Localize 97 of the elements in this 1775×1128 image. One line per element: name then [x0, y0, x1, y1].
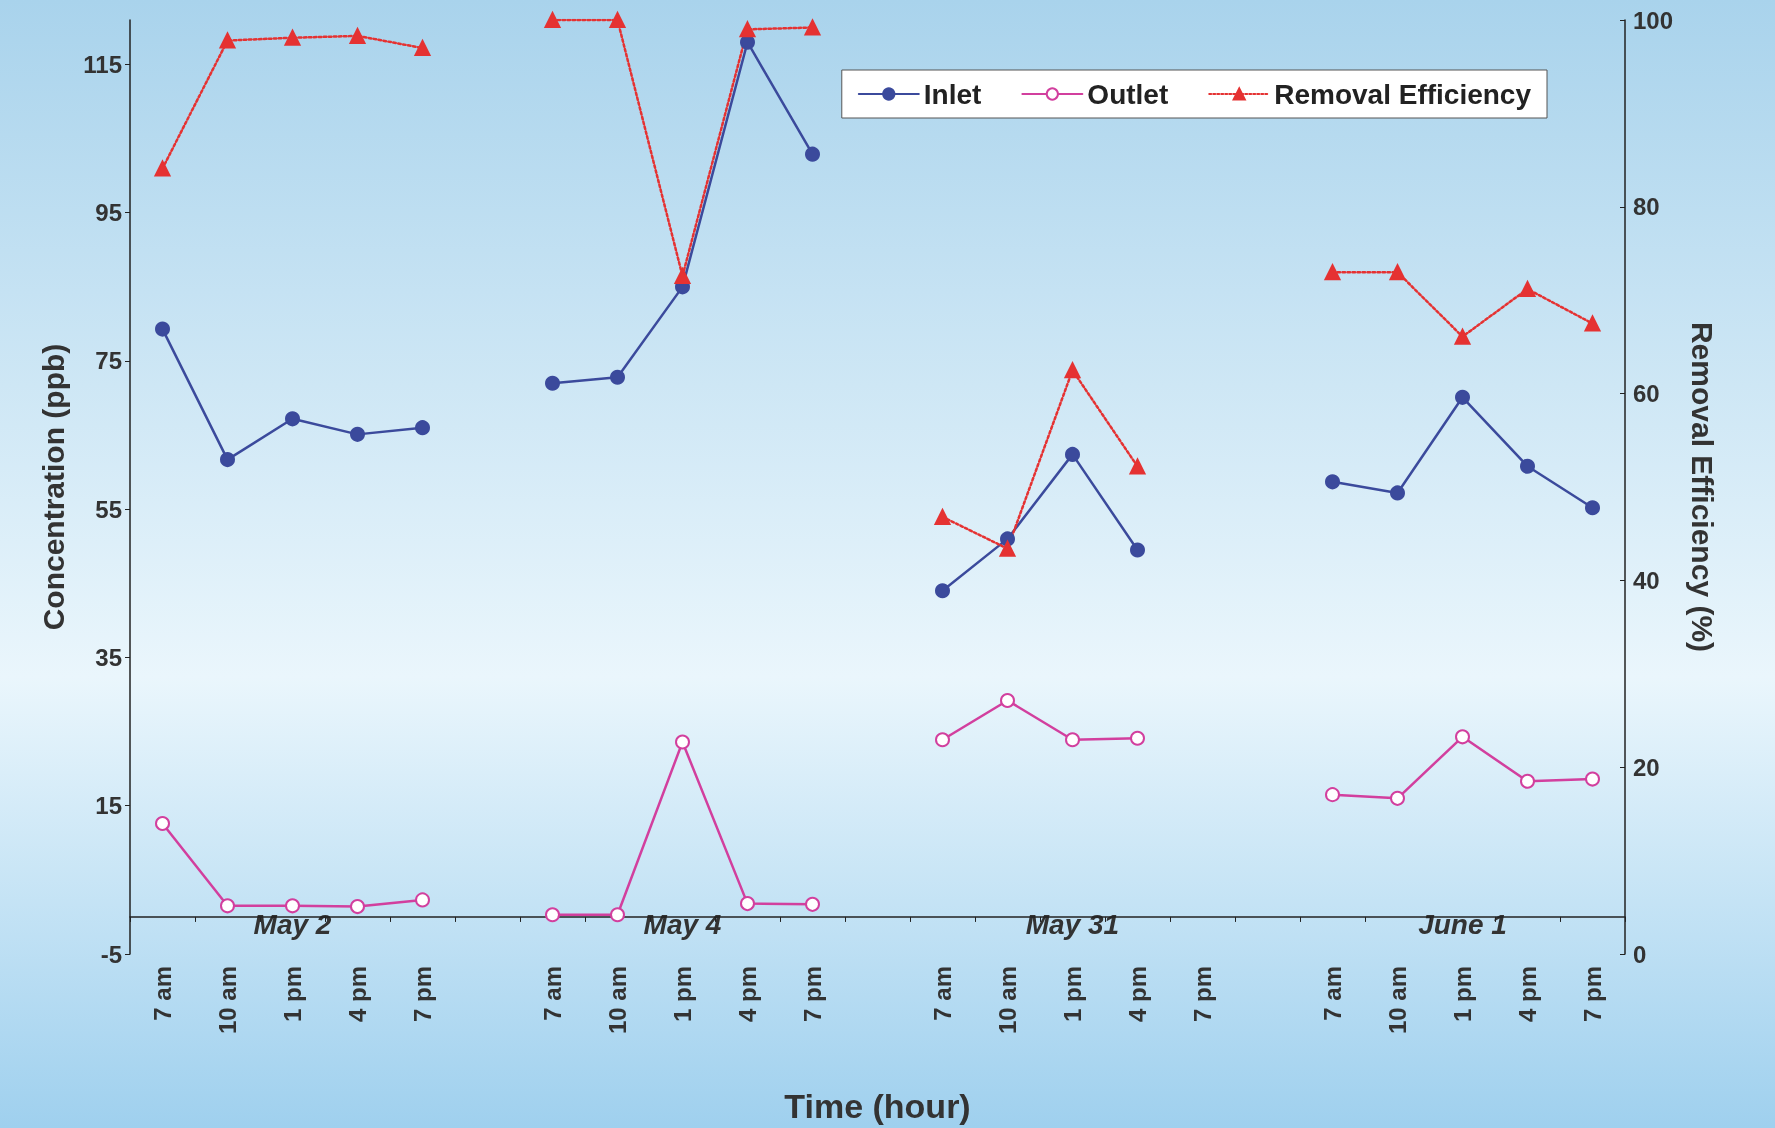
point	[1389, 264, 1406, 281]
legend-label: Removal Efficiency	[1274, 78, 1532, 110]
x-tick-label: 7 am	[1319, 966, 1346, 1021]
x-tick-label: 4 pm	[1124, 966, 1151, 1023]
point	[285, 898, 300, 914]
point	[935, 583, 950, 599]
x-tick-label: 7 pm	[1189, 966, 1216, 1023]
y2-tick-label: 60	[1633, 380, 1660, 408]
x-tick-label: 4 pm	[734, 966, 761, 1023]
point	[674, 267, 691, 284]
y2-tick-label: 80	[1633, 193, 1660, 221]
point	[1129, 458, 1146, 475]
y2-tick-label: 20	[1633, 753, 1660, 781]
point	[1064, 362, 1081, 379]
x-tick-label: 4 pm	[1514, 966, 1541, 1023]
point	[1390, 790, 1405, 806]
point	[220, 898, 235, 914]
x-tick-label: 1 pm	[1449, 966, 1476, 1023]
point	[740, 896, 755, 912]
point	[1065, 732, 1080, 748]
point	[284, 29, 301, 46]
y-tick-label: 55	[95, 495, 122, 523]
point	[1130, 730, 1145, 746]
x-tick-label: 10 am	[214, 966, 241, 1035]
x-tick-label: 7 pm	[1579, 966, 1606, 1023]
point	[285, 411, 300, 427]
annotation: May 31	[1025, 908, 1120, 940]
point	[1000, 692, 1015, 708]
x-tick-label: 7 pm	[409, 966, 436, 1023]
legend-label: Inlet	[923, 78, 982, 110]
point	[1584, 315, 1601, 332]
y2-axis-title: Removal Efficiency (%)	[1685, 321, 1719, 653]
point	[1130, 542, 1145, 558]
point	[1585, 500, 1600, 516]
annotation: May 2	[253, 908, 332, 940]
point	[1519, 280, 1536, 297]
point	[609, 12, 626, 28]
point	[544, 12, 561, 28]
point	[739, 21, 756, 38]
y-axis-title: Concentration (ppb)	[36, 343, 70, 631]
point	[675, 734, 690, 750]
point	[1455, 729, 1470, 745]
point	[415, 420, 430, 436]
point	[935, 732, 950, 748]
y-tick-label: 75	[95, 347, 122, 375]
point	[349, 27, 366, 44]
x-tick-label: 10 am	[994, 966, 1021, 1035]
y2-tick-label: 40	[1633, 566, 1660, 594]
point	[1065, 446, 1080, 462]
x-tick-label: 4 pm	[344, 966, 371, 1023]
point	[1454, 328, 1471, 345]
x-tick-label: 10 am	[604, 966, 631, 1035]
y2-tick-label: 100	[1633, 6, 1674, 34]
x-tick-label: 1 pm	[1059, 966, 1086, 1023]
point	[999, 540, 1016, 557]
point	[545, 907, 560, 923]
point	[350, 899, 365, 915]
point	[350, 426, 365, 442]
x-tick-label: 1 pm	[669, 966, 696, 1023]
point	[804, 19, 821, 36]
point	[1520, 773, 1535, 789]
point	[155, 816, 170, 832]
point	[1390, 485, 1405, 501]
point	[805, 896, 820, 912]
point	[1324, 264, 1341, 281]
annotation: June 1	[1418, 908, 1507, 940]
y-tick-label: 95	[95, 199, 122, 227]
x-tick-label: 7 am	[149, 966, 176, 1021]
y-tick-label: 35	[95, 643, 122, 671]
y2-tick-label: 0	[1633, 940, 1647, 968]
point	[610, 907, 625, 923]
point	[154, 160, 171, 177]
point	[1455, 389, 1470, 405]
annotation: May 4	[643, 908, 722, 940]
point	[219, 32, 236, 49]
y-tick-label: -5	[100, 940, 122, 968]
point	[1325, 787, 1340, 803]
x-tick-label: 7 am	[539, 966, 566, 1021]
point	[414, 40, 431, 57]
y-tick-label: 15	[95, 792, 122, 820]
point	[155, 321, 170, 337]
point	[1585, 771, 1600, 787]
x-tick-label: 7 pm	[799, 966, 826, 1023]
point	[1520, 458, 1535, 474]
point	[805, 146, 820, 162]
point	[545, 375, 560, 391]
y-tick-label: 115	[83, 50, 122, 78]
x-tick-label: 1 pm	[279, 966, 306, 1023]
point	[220, 452, 235, 468]
point	[610, 369, 625, 385]
point	[934, 508, 951, 525]
x-tick-label: 10 am	[1384, 966, 1411, 1035]
point	[1325, 474, 1340, 490]
x-axis-title: Time (hour)	[784, 1087, 971, 1125]
x-tick-label: 7 am	[929, 966, 956, 1021]
legend-label: Outlet	[1087, 78, 1169, 110]
point	[415, 892, 430, 908]
